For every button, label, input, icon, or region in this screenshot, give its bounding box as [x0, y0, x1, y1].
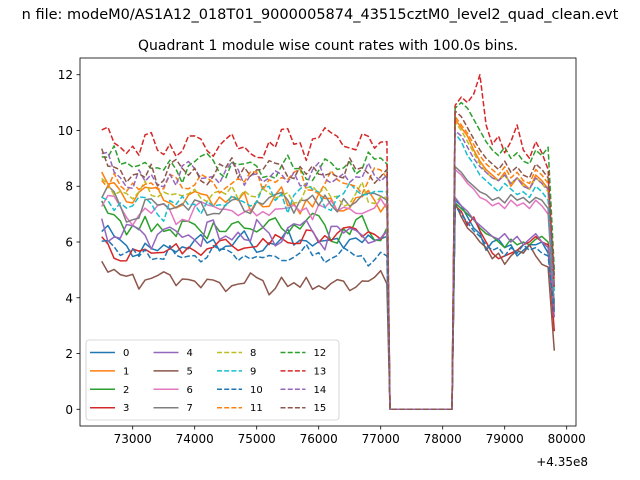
chart-title: Quadrant 1 module wise count rates with …: [138, 38, 518, 54]
y-tick-label: 2: [65, 347, 73, 361]
series-line-7: [101, 165, 556, 411]
series-line-4: [100, 196, 556, 411]
legend-label-6: 6: [187, 385, 193, 396]
y-tick-label: 4: [65, 291, 73, 305]
series-line-11: [101, 115, 556, 411]
x-tick-label: 78000: [424, 432, 462, 446]
x-tick-label: 79000: [486, 432, 524, 446]
y-tick-label: 10: [58, 124, 73, 138]
legend-label-15: 15: [314, 403, 327, 414]
series-line-13: [101, 73, 556, 411]
y-tick-label: 12: [58, 68, 73, 82]
y-tick-label: 8: [65, 180, 73, 194]
series-line-14: [101, 129, 556, 411]
y-tick-label: 6: [65, 236, 73, 250]
x-tick-label: 76000: [300, 432, 338, 446]
legend-label-4: 4: [187, 348, 193, 359]
legend-label-5: 5: [187, 366, 193, 377]
x-offset-label: +4.35e8: [536, 455, 588, 469]
figure-suptitle: n file: modeM0/AS1A12_018T01_9000005874_…: [22, 7, 619, 23]
series-line-2: [101, 200, 556, 411]
legend-label-10: 10: [250, 385, 263, 396]
series-line-15: [100, 110, 556, 411]
plot-area: [100, 73, 556, 411]
series-line-10: [101, 205, 556, 411]
legend-label-9: 9: [250, 366, 256, 377]
legend-label-2: 2: [123, 385, 129, 396]
legend-label-8: 8: [250, 348, 256, 359]
y-tick-label: 0: [65, 403, 73, 417]
series-line-12: [101, 101, 556, 411]
legend-label-12: 12: [314, 348, 327, 359]
x-tick-label: 75000: [238, 432, 276, 446]
legend-box: [85, 339, 340, 421]
y-axis: 0 2 4 6 8 10 12: [58, 68, 80, 417]
x-tick-label: 80000: [548, 432, 586, 446]
legend-label-11: 11: [250, 403, 263, 414]
series-line-5: [101, 202, 556, 411]
x-tick-label: 73000: [114, 432, 152, 446]
legend-label-13: 13: [314, 366, 327, 377]
x-tick-label: 74000: [176, 432, 214, 446]
legend-label-3: 3: [123, 403, 129, 414]
legend-label-1: 1: [123, 366, 129, 377]
x-tick-label: 77000: [362, 432, 400, 446]
series-line-1: [101, 118, 556, 411]
series-line-3: [101, 205, 556, 411]
legend-label-7: 7: [187, 403, 193, 414]
legend-label-0: 0: [123, 348, 129, 359]
legend-label-14: 14: [314, 385, 327, 396]
x-axis: 73000 74000 75000 76000 77000 78000 79000 80000: [114, 426, 586, 446]
